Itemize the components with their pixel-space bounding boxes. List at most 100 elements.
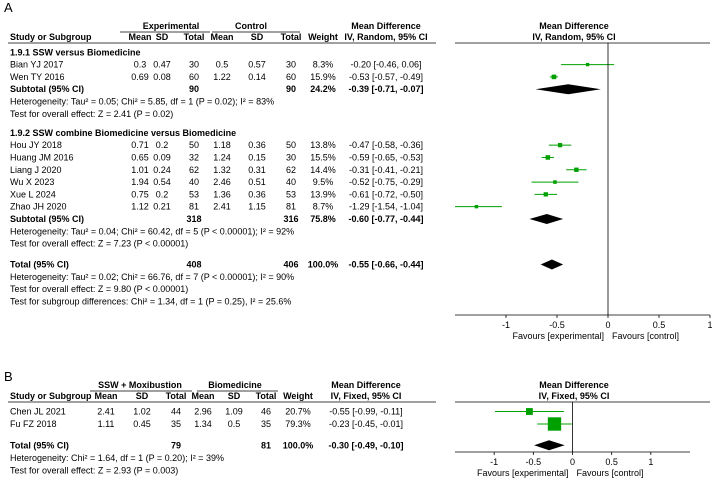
x-tick-label: 1 — [648, 457, 653, 467]
column-header-sd-2: SD — [251, 32, 264, 42]
study-ci: -0.47 [-0.58, -0.36] — [349, 140, 423, 150]
study-sd-2: 0.36 — [248, 189, 266, 199]
study-sd-2: 1.15 — [248, 202, 266, 212]
study-weight: 13.8% — [310, 140, 336, 150]
study-total-2: 30 — [286, 60, 296, 70]
study-total-2: 81 — [286, 202, 296, 212]
study-weight: 15.5% — [310, 152, 336, 162]
study-mean-1: 0.3 — [134, 60, 147, 70]
study-sd-2: 0.51 — [248, 177, 266, 187]
subgroup-overall-effect: Test for overall effect: Z = 7.23 (P < 0… — [10, 239, 188, 249]
subgroup-heterogeneity: Heterogeneity: Tau² = 0.04; Chi² = 60.42… — [10, 226, 294, 236]
study-sd-2: 0.14 — [248, 72, 266, 82]
x-tick-label: 0.5 — [605, 457, 618, 467]
study-total-2: 30 — [286, 152, 296, 162]
column-header-total-1: Total — [184, 32, 205, 42]
total-diamond — [534, 440, 565, 451]
effect-square — [547, 417, 562, 431]
study-total-1: 62 — [189, 165, 199, 175]
plot-column-title: Mean Difference — [539, 380, 609, 390]
study-mean-1: 1.01 — [131, 165, 149, 175]
study-mean-2: 2.41 — [213, 202, 231, 212]
study-total-2: 40 — [286, 177, 296, 187]
study-name: Wu X 2023 — [10, 177, 54, 187]
study-ci: -1.29 [-1.54, -1.04] — [349, 202, 423, 212]
column-header-study: Study or Subgroup — [10, 391, 92, 401]
favours-left-label: Favours [experimental] — [512, 331, 604, 341]
column-header-total-2: Total — [281, 32, 302, 42]
column-header-total-2: Total — [256, 391, 277, 401]
total-weight: 100.0% — [308, 259, 339, 269]
study-weight: 15.9% — [310, 72, 336, 82]
plot-column-title: Mean Difference — [539, 21, 609, 31]
study-ci: -0.23 [-0.45, -0.01] — [329, 419, 403, 429]
study-total-1: 30 — [189, 60, 199, 70]
study-total-1: 53 — [189, 189, 199, 199]
study-mean-2: 1.32 — [213, 165, 231, 175]
study-name: Fu FZ 2018 — [10, 419, 57, 429]
study-mean-2: 2.96 — [194, 407, 212, 417]
study-sd-2: 0.31 — [248, 165, 266, 175]
study-total-1: 60 — [189, 72, 199, 82]
column-header-method: IV, Fixed, 95% CI — [331, 391, 402, 401]
study-total-1: 81 — [189, 202, 199, 212]
study-name: Hou JY 2018 — [10, 140, 62, 150]
x-tick-label: 1 — [707, 320, 712, 330]
total-total-1: 79 — [171, 440, 181, 450]
effect-square — [526, 408, 533, 415]
study-sd-1: 0.2 — [156, 140, 169, 150]
panel-label: B — [4, 369, 13, 384]
study-mean-1: 0.69 — [131, 72, 149, 82]
study-mean-2: 2.46 — [213, 177, 231, 187]
study-sd-1: 0.08 — [153, 72, 171, 82]
study-weight: 79.3% — [285, 419, 311, 429]
study-total-1: 44 — [171, 407, 181, 417]
subgroup-title: 1.9.2 SSW combine Biomedicine versus Bio… — [10, 128, 236, 138]
study-sd-1: 0.24 — [153, 165, 171, 175]
x-tick-label: -1 — [490, 457, 498, 467]
total-total-1: 408 — [186, 259, 201, 269]
group-header-control: Biomedicine — [208, 380, 262, 390]
study-ci: -0.59 [-0.65, -0.53] — [349, 152, 423, 162]
panel-label: A — [4, 0, 13, 15]
study-mean-1: 2.41 — [97, 407, 115, 417]
study-mean-1: 1.11 — [98, 419, 115, 429]
favours-right-label: Favours [control] — [577, 468, 644, 478]
total-diamond — [540, 259, 564, 270]
study-total-2: 50 — [286, 140, 296, 150]
study-mean-1: 0.65 — [131, 152, 149, 162]
study-sd-2: 0.57 — [248, 60, 266, 70]
total-label: Total (95% CI) — [10, 259, 69, 269]
study-sd-2: 0.5 — [228, 419, 241, 429]
subtotal-ci: -0.60 [-0.77, -0.44] — [348, 214, 423, 224]
study-sd-1: 0.2 — [156, 189, 169, 199]
study-name: Zhao JH 2020 — [10, 202, 67, 212]
subtotal-total-1: 90 — [189, 84, 199, 94]
group-header-experimental: SSW + Moxibustion — [98, 380, 182, 390]
group-header-experimental: Experimental — [143, 21, 200, 31]
study-ci: -0.61 [-0.72, -0.50] — [349, 189, 423, 199]
subtotal-total-1: 318 — [186, 214, 201, 224]
column-header-study: Study or Subgroup — [10, 32, 92, 42]
study-total-1: 50 — [189, 140, 199, 150]
study-mean-1: 0.75 — [131, 189, 149, 199]
study-mean-1: 1.94 — [131, 177, 149, 187]
column-header-mean-2: Mean — [191, 391, 214, 401]
total-total-2: 406 — [283, 259, 298, 269]
subtotal-diamond — [535, 84, 601, 95]
subtotal-label: Subtotal (95% CI) — [10, 214, 84, 224]
column-header-sd-2: SD — [228, 391, 241, 401]
favours-right-label: Favours [control] — [612, 331, 679, 341]
study-mean-2: 1.22 — [213, 72, 231, 82]
total-overall-effect: Test for overall effect: Z = 9.80 (P < 0… — [10, 284, 188, 294]
x-tick-label: -0.5 — [549, 320, 565, 330]
study-sd-2: 1.09 — [225, 407, 243, 417]
column-header-mean-2: Mean — [210, 32, 233, 42]
column-header-total-1: Total — [166, 391, 187, 401]
subgroup-differences: Test for subgroup differences: Chi² = 1.… — [10, 296, 291, 306]
study-mean-2: 1.18 — [213, 140, 231, 150]
study-weight: 8.7% — [313, 202, 334, 212]
subtotal-diamond — [529, 213, 564, 224]
